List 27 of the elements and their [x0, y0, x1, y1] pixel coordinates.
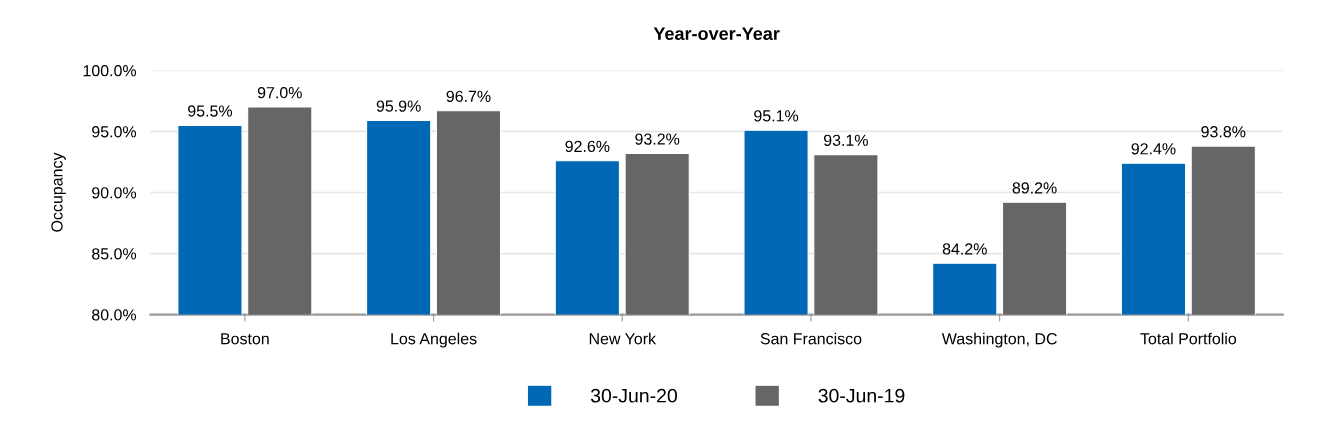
y-tick-label: 95.0%: [92, 126, 137, 138]
legend-label: 30-Jun-20: [590, 388, 677, 403]
data-label: 95.9%: [376, 100, 421, 112]
x-tick-label: San Francisco: [760, 332, 862, 345]
y-tick-label: 90.0%: [92, 187, 137, 199]
data-label: 95.5%: [188, 105, 233, 117]
y-tick-label: 100.0%: [83, 65, 137, 77]
x-tick-label: New York: [589, 332, 657, 345]
data-label: 95.1%: [754, 110, 799, 122]
chart-title: Year-over-Year: [653, 27, 780, 41]
y-tick-label: 85.0%: [92, 248, 137, 260]
data-label: 84.2%: [942, 243, 987, 255]
x-tick-label: Total Portfolio: [1140, 332, 1237, 345]
data-label: 93.1%: [823, 134, 868, 146]
data-label: 92.6%: [565, 140, 610, 153]
data-label: 93.2%: [635, 133, 680, 145]
y-axis-title: Occupancy: [51, 152, 66, 232]
data-label: 96.7%: [446, 90, 491, 102]
data-label: 92.4%: [1131, 143, 1176, 155]
x-tick-label: Boston: [221, 333, 269, 345]
data-label: 97.0%: [257, 87, 302, 99]
x-tick-label: Los Angeles: [391, 332, 477, 348]
data-label: 93.8%: [1201, 126, 1246, 138]
legend-label: 30-Jun-19: [818, 388, 905, 403]
y-tick-label: 80.0%: [92, 309, 137, 321]
data-label: 89.2%: [1012, 182, 1057, 194]
x-tick-label: Washington, DC: [941, 332, 1057, 348]
